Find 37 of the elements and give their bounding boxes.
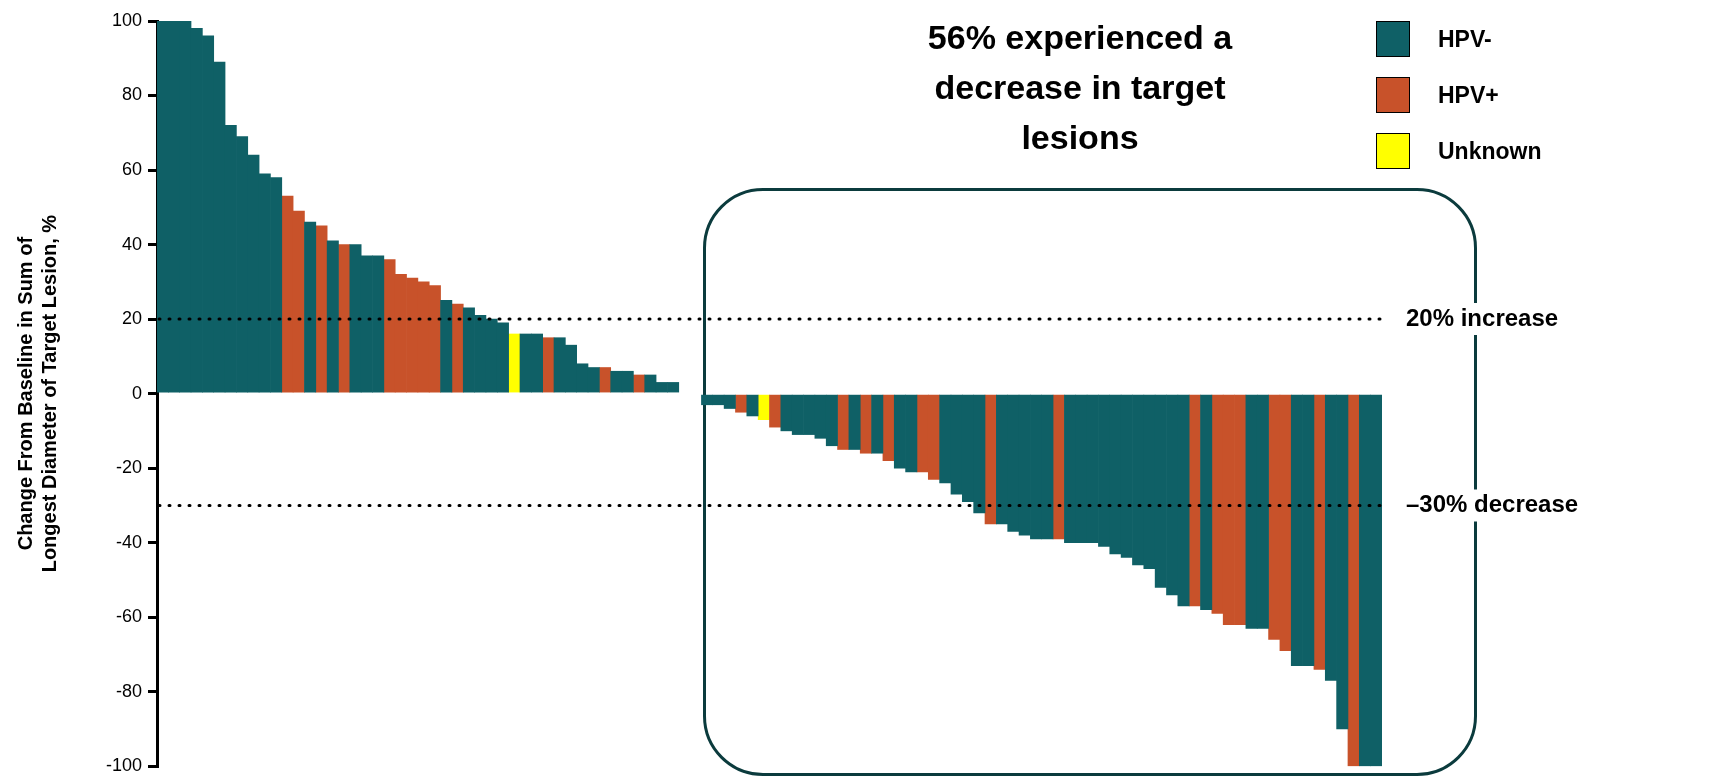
bar [871,394,884,454]
y-tick-label: -80 [115,680,142,701]
ref-line-label: –30% decrease [1406,490,1579,518]
bar [769,394,782,428]
legend-label: HPV- [1438,25,1492,53]
legend-label: HPV+ [1438,81,1499,109]
bar [304,221,317,393]
bar [508,333,521,393]
bar [315,225,328,393]
ref-line-label: 20% increase [1406,303,1559,331]
bar [757,394,770,421]
bar [1200,394,1213,611]
y-tick-label: -60 [115,606,142,627]
bar [882,394,895,461]
y-tick-label: -100 [105,755,142,776]
bar [984,394,997,525]
y-tick-label: 20 [121,308,142,329]
y-axis-title: Change From Baseline in Sum of Longest Diameter of Target Lesion, % [13,214,60,573]
bar [746,394,759,417]
bar [542,337,555,393]
bar [440,300,453,393]
bar [837,394,850,450]
y-tick-label: 80 [121,84,142,105]
bar [1313,394,1326,670]
bar [1052,394,1065,540]
y-tick-label: 100 [111,9,142,30]
y-tick-label: 60 [121,159,142,180]
y-tick-label: -40 [115,531,142,552]
y-tick-label: -20 [115,457,142,478]
bar [326,240,339,393]
y-tick-label: 40 [121,233,142,254]
annotation: 56% experienced a decrease in target lesions [926,17,1234,158]
bar [451,303,464,393]
legend-label: Unknown [1438,137,1542,165]
y-tick-label: 0 [131,382,142,403]
bar [848,394,861,450]
bar [1347,394,1360,767]
